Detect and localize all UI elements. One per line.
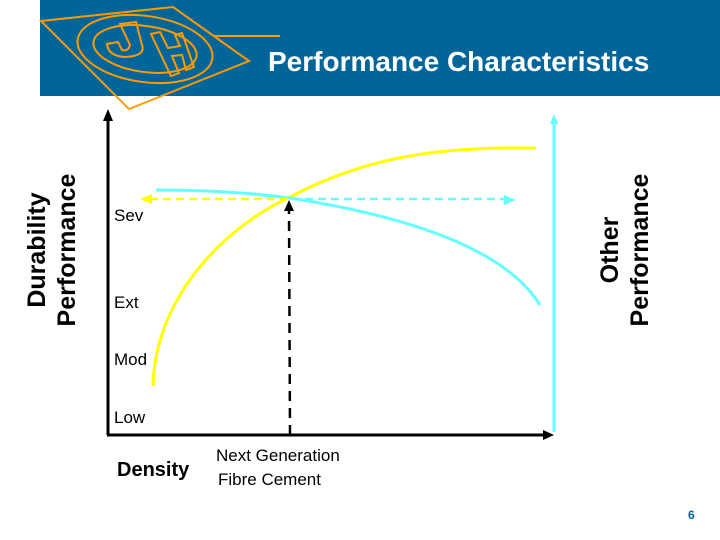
marker-label-line2: Fibre Cement [218, 470, 321, 489]
durability-curve [151, 146, 537, 387]
y-level-low: Low [114, 408, 146, 427]
y-level-mod: Mod [114, 350, 148, 369]
y-axis-arrow-icon [103, 109, 113, 121]
left-axis-title-line2: Performance [53, 173, 81, 327]
up-arrow-icon [284, 200, 294, 211]
right-axis-title: Other Performance [595, 150, 655, 350]
right-axis-arrow-icon [550, 114, 558, 124]
density-marker-dashed [287, 207, 292, 436]
logo [38, 5, 280, 111]
right-axis-title-line1: Other [596, 216, 624, 284]
y-level-sev: Sev [114, 206, 144, 225]
slide-title: Performance Characteristics [268, 46, 650, 77]
y-level-ext: Ext [114, 293, 139, 312]
marker-label-line1: Next Generation [216, 446, 340, 465]
left-arrow-icon [140, 194, 152, 204]
x-axis-title: Density [117, 459, 190, 481]
x-axis-arrow-icon [543, 430, 554, 440]
right-axis-title-line2: Performance [626, 173, 654, 327]
left-axis-title: Durability Performance [22, 150, 82, 350]
right-arrow-icon [504, 195, 516, 205]
page-number: 6 [688, 508, 695, 522]
other-performance-curve [155, 188, 542, 306]
left-axis-title-line1: Durability [23, 192, 51, 308]
